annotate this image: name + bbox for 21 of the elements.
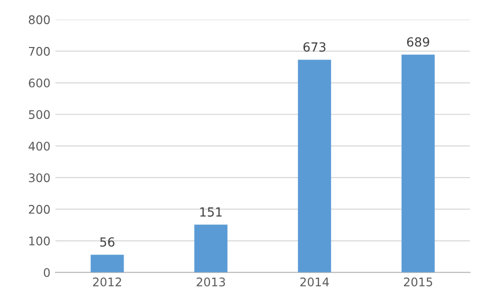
data-label: 56 xyxy=(100,237,114,247)
y-tick-label: 500 xyxy=(28,110,50,120)
y-tick-label: 400 xyxy=(28,142,50,151)
y-tick-label: 700 xyxy=(29,46,50,56)
x-tick-label: 2012 xyxy=(93,277,122,286)
x-tick-label: 2013 xyxy=(196,277,225,286)
bar xyxy=(402,54,435,272)
bar xyxy=(298,60,332,272)
y-tick-label: 600 xyxy=(28,78,50,88)
data-label: 689 xyxy=(407,37,430,47)
y-tick-label: 300 xyxy=(28,173,50,182)
data-label: 151 xyxy=(200,207,222,217)
y-tick-label: 200 xyxy=(28,204,50,214)
x-tick-label: 2014 xyxy=(300,277,329,286)
bar xyxy=(194,224,228,272)
y-tick-label: 0 xyxy=(44,268,50,278)
bar xyxy=(90,254,124,272)
data-label: 673 xyxy=(303,42,326,52)
y-tick-label: 100 xyxy=(29,236,50,246)
x-tick-label: 2015 xyxy=(404,277,432,286)
y-tick-label: 800 xyxy=(28,15,50,24)
